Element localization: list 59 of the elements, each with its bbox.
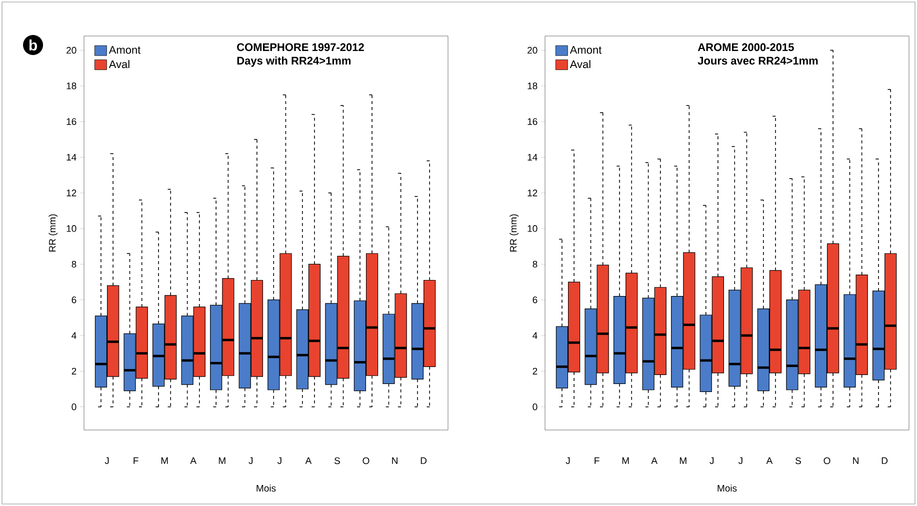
x-tick-label: S [795, 457, 801, 464]
y-tick-label: 10 [528, 225, 538, 232]
x-tick-label: J [738, 457, 742, 464]
y-axis-title: RR (mm) [48, 214, 58, 252]
y-tick-label: 0 [72, 403, 76, 410]
legend-label: Aval [108, 60, 130, 68]
x-tick-label: F [134, 457, 138, 464]
y-tick-label: 4 [532, 332, 538, 339]
y-tick-label: 6 [532, 296, 538, 304]
x-tick-label: J [104, 457, 109, 464]
x-tick-label: A [305, 457, 312, 464]
y-tick-label: 14 [66, 154, 76, 160]
y-tick-label: 6 [72, 296, 76, 304]
y-tick-label: 12 [66, 190, 76, 196]
text: AROME 2000-2015 [698, 43, 794, 52]
y-tick-label: 12 [528, 190, 538, 196]
y-tick-label: 14 [528, 154, 538, 160]
x-tick-label: M [161, 457, 168, 464]
y-tick-label: 8 [72, 260, 76, 268]
x-tick-label: S [334, 457, 340, 464]
x-axis-title: Mois [718, 484, 737, 492]
x-tick-label: O [362, 457, 370, 464]
legend-label: Amont [108, 46, 141, 54]
y-tick-label: 16 [66, 118, 76, 125]
x-tick-label: M [218, 457, 226, 464]
y-tick-label: 0 [532, 403, 538, 410]
y-tick-label: 2 [72, 368, 76, 374]
x-tick-label: A [190, 457, 196, 464]
y-tick-label: 18 [66, 82, 76, 90]
x-tick-label: A [651, 457, 658, 464]
x-tick-label: N [392, 457, 398, 464]
x-tick-label: M [622, 457, 629, 464]
y-tick-label: 18 [528, 82, 538, 90]
x-tick-label: J [710, 457, 714, 464]
y-tick-label: 4 [72, 332, 76, 339]
x-tick-label: J [248, 457, 253, 464]
y-tick-label: 8 [532, 260, 538, 268]
x-tick-label: M [680, 457, 686, 464]
text: COMEPHORE 1997-2012 [237, 43, 364, 52]
y-tick-label: 20 [528, 46, 538, 54]
x-tick-label: J [277, 457, 282, 464]
x-tick-label: D [420, 457, 427, 464]
x-tick-label: A [766, 457, 773, 464]
x-tick-label: N [853, 457, 858, 464]
x-tick-label: O [824, 457, 830, 464]
legend-label: Aval [570, 60, 590, 68]
x-tick-label: J [566, 457, 570, 464]
text: b [29, 40, 38, 51]
x-tick-label: F [594, 457, 600, 464]
y-axis-title: RR (mm) [510, 214, 519, 252]
y-tick-label: 20 [66, 46, 76, 54]
y-tick-label: 2 [532, 368, 538, 374]
x-tick-label: D [882, 457, 888, 464]
x-axis-title: Mois [256, 484, 276, 492]
text: Days with RR24>1mm [237, 56, 351, 67]
text: Jours avec RR24>1mm [698, 56, 818, 65]
y-tick-label: 16 [528, 118, 538, 125]
legend-label: Amont [570, 46, 602, 54]
y-tick-label: 10 [66, 225, 76, 232]
